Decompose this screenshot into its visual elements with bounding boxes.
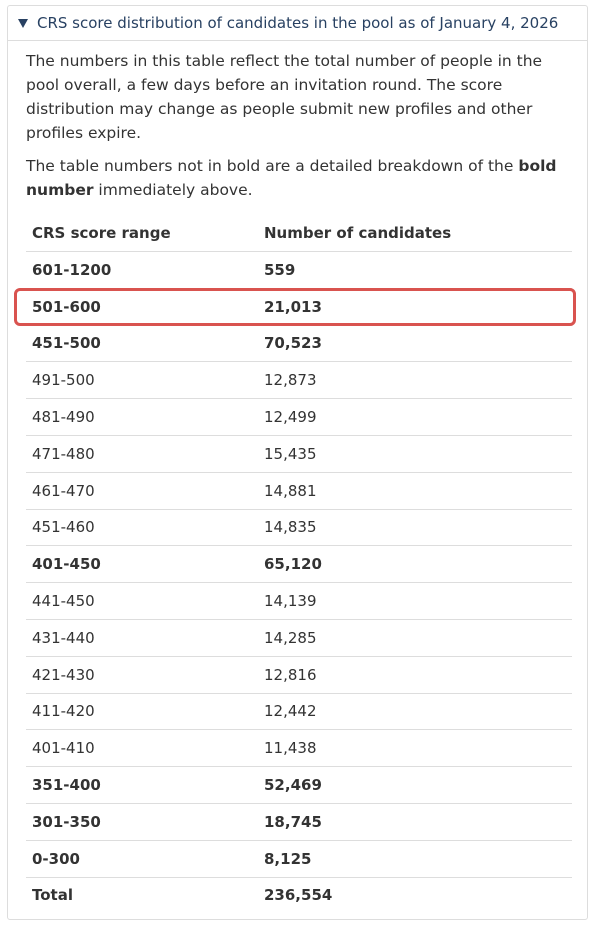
score-range: 501-600: [26, 288, 258, 326]
candidate-count: 11,438: [258, 729, 572, 768]
table-row: 441-450 14,139: [26, 582, 572, 620]
score-range: 351-400: [26, 766, 258, 804]
candidate-count: 12,873: [258, 361, 572, 400]
summary-text: CRS score distribution of candidates in …: [37, 14, 559, 32]
candidate-count: 15,435: [258, 435, 572, 473]
candidate-count: 14,835: [258, 509, 572, 547]
table-row: 601-1200 559: [26, 251, 572, 289]
distribution-table: CRS score range Number of candidates 601-1…: [26, 215, 572, 913]
table-row: 401-410 11,438: [26, 729, 572, 768]
header-row: CRS score range Number of candidates: [26, 215, 572, 252]
table-row: 481-490 12,499: [26, 398, 572, 436]
score-range: 451-500: [26, 325, 258, 363]
text: immediately above.: [93, 181, 253, 199]
table-row: Total 236,554: [26, 877, 572, 913]
score-range: 411-420: [26, 693, 258, 731]
candidate-count: 18,745: [258, 803, 572, 841]
candidate-count: 559: [258, 251, 572, 289]
candidate-count: 12,499: [258, 398, 572, 436]
score-range: 431-440: [26, 619, 258, 657]
table-row: 491-500 12,873: [26, 361, 572, 400]
candidate-count: 21,013: [258, 288, 572, 326]
candidate-count: 70,523: [258, 325, 572, 363]
score-range: 451-460: [26, 509, 258, 547]
score-range: 401-410: [26, 729, 258, 768]
column-header: CRS score range: [26, 215, 258, 252]
details-box: CRS score distribution of candidates in …: [7, 5, 588, 920]
candidate-count: 8,125: [258, 840, 572, 878]
score-range: 0-300: [26, 840, 258, 878]
score-range: 491-500: [26, 361, 258, 400]
column-header: Number of candidates: [258, 215, 572, 252]
table-row: 411-420 12,442: [26, 693, 572, 731]
table-row: 431-440 14,285: [26, 619, 572, 657]
candidate-count: 14,881: [258, 472, 572, 510]
candidate-count: 14,139: [258, 582, 572, 620]
score-range: 301-350: [26, 803, 258, 841]
score-range: Total: [32, 886, 73, 905]
candidate-count: 65,120: [258, 545, 572, 584]
disclosure-arrow: [18, 18, 28, 28]
table-row: 401-450 65,120: [26, 545, 572, 584]
details-summary[interactable]: CRS score distribution of candidates in …: [8, 6, 587, 41]
table-row: 0-300 8,125: [26, 840, 572, 878]
bold-text: bold number: [26, 157, 557, 199]
table-row: 301-350 18,745: [26, 803, 572, 841]
paragraph: The table numbers not in bold are a deta…: [26, 154, 569, 202]
paragraph: The numbers in this table reflect the to…: [26, 49, 569, 145]
table-row: 451-460 14,835: [26, 509, 572, 547]
table-row: 501-600 21,013: [26, 288, 572, 326]
candidate-count: 14,285: [258, 619, 572, 657]
score-range: 441-450: [26, 582, 258, 620]
table-row: 471-480 15,435: [26, 435, 572, 473]
text: The numbers in this table reflect the to…: [26, 52, 543, 142]
details-content: The numbers in this table reflect the to…: [8, 49, 587, 913]
score-range: 461-470: [26, 472, 258, 510]
score-range: 481-490: [26, 398, 258, 436]
candidate-count: 12,442: [258, 693, 572, 731]
table-row: 421-430 12,816: [26, 656, 572, 694]
table-head: CRS score range Number of candidates: [26, 215, 572, 252]
table-row: 451-500 70,523: [26, 325, 572, 363]
table-row: 351-400 52,469: [26, 766, 572, 804]
candidate-count: 52,469: [258, 766, 572, 804]
text: The table numbers not in bold are a deta…: [26, 157, 519, 175]
candidate-count: 236,554: [264, 886, 333, 905]
table-body: 601-1200 559 501-600 21,013 451-500 70,523 491…: [26, 251, 572, 914]
score-range: 471-480: [26, 435, 258, 473]
score-range: 421-430: [26, 656, 258, 694]
score-range: 401-450: [26, 545, 258, 584]
score-range: 601-1200: [26, 251, 258, 289]
table-row: 461-470 14,881: [26, 472, 572, 510]
candidate-count: 12,816: [258, 656, 572, 694]
